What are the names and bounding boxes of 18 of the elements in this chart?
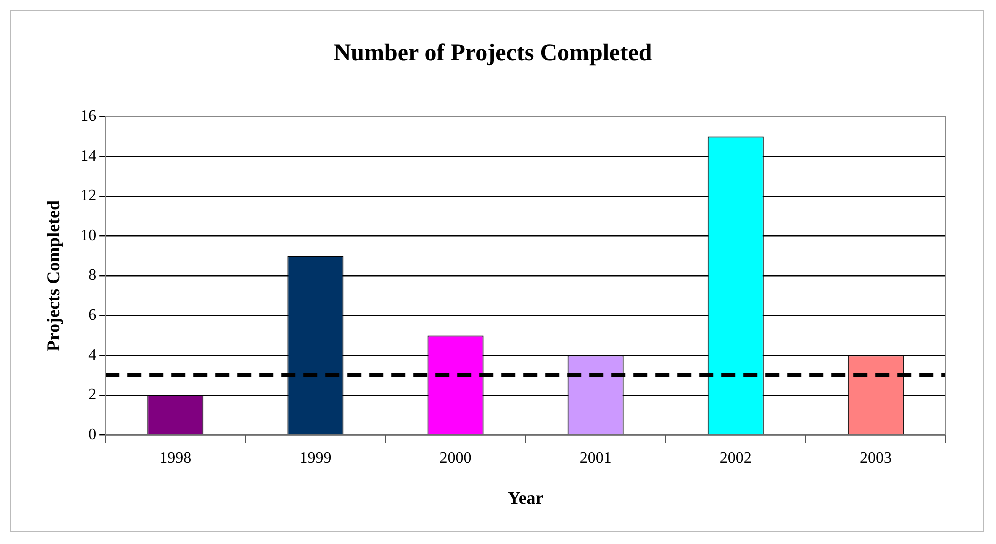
y-tick-label: 2 — [88, 386, 97, 404]
x-tick-label: 2001 — [580, 450, 612, 468]
x-tick-label: 1999 — [300, 450, 332, 468]
y-tick-label: 14 — [80, 148, 97, 165]
x-tick-label: 2003 — [860, 450, 892, 468]
y-tick-label: 12 — [80, 188, 97, 205]
y-tick-label: 6 — [88, 307, 97, 324]
y-tick-label: 4 — [88, 346, 97, 364]
y-tick-label: 8 — [88, 267, 97, 284]
y-tick-label: 10 — [80, 227, 97, 244]
y-tick-label: 0 — [88, 426, 97, 444]
x-tick-label: 1998 — [160, 450, 192, 468]
y-axis-title: Projects Completed — [43, 200, 64, 352]
x-tick-label: 2002 — [720, 450, 752, 468]
x-tick-label: 2000 — [440, 450, 472, 468]
x-axis-title: Year — [508, 488, 544, 508]
chart-title: Number of Projects Completed — [334, 40, 653, 67]
y-tick-label: 16 — [80, 108, 97, 126]
